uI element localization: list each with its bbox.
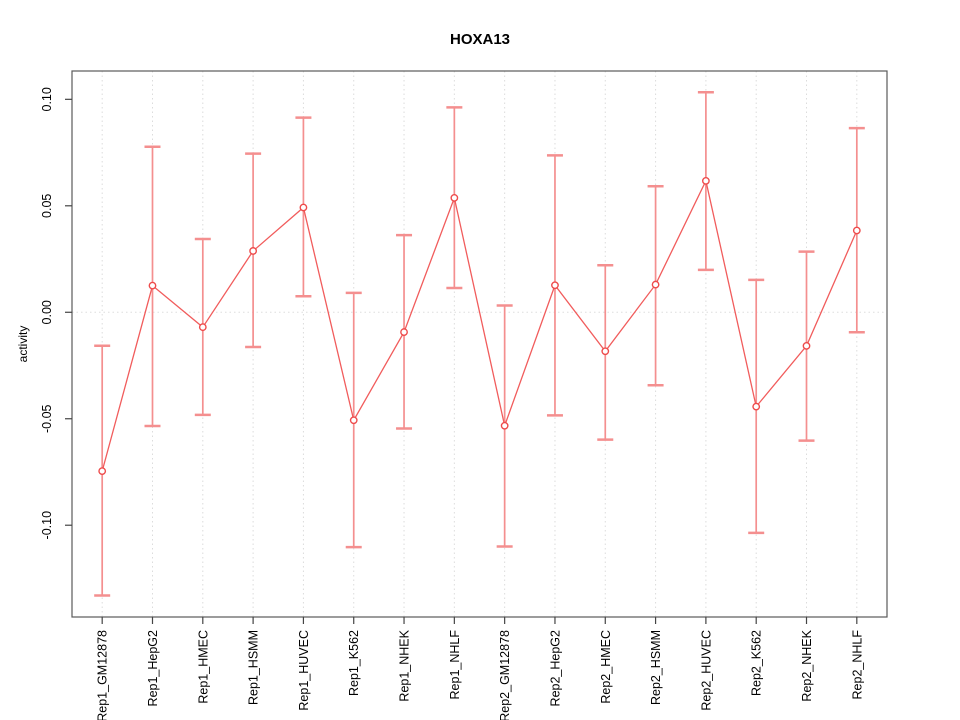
data-point — [299, 203, 308, 212]
x-tick-label: Rep1_GM12878 — [96, 630, 110, 720]
y-axis: 0.10 0.05 0.00 -0.05 -0.10 — [40, 87, 72, 539]
y-tick-label: -0.10 — [40, 511, 54, 540]
y-tick-label: 0.00 — [40, 300, 54, 324]
x-tick-label: Rep2_HMEC — [599, 630, 613, 704]
x-axis: Rep1_GM12878 Rep1_HepG2 Rep1_HMEC Rep1_HSMM… — [96, 617, 864, 720]
x-tick-label: Rep2_NHLF — [850, 630, 864, 700]
data-point — [249, 247, 258, 255]
x-tick-label: Rep1_NHEK — [398, 629, 412, 701]
data-point — [198, 323, 207, 332]
data-point — [752, 402, 761, 411]
x-tick-label: Rep2_K562 — [750, 630, 764, 696]
data-point — [500, 421, 509, 430]
x-tick-label: Rep2_NHEK — [800, 629, 814, 701]
data-point — [349, 416, 358, 425]
x-tick-label: Rep1_HMEC — [196, 630, 210, 704]
y-tick-label: -0.05 — [40, 404, 54, 433]
data-series — [94, 91, 865, 597]
x-tick-label: Rep2_HUVEC — [699, 630, 713, 711]
x-tick-label: Rep1_HepG2 — [146, 630, 160, 706]
data-point — [551, 281, 559, 290]
y-axis-title: activity — [16, 326, 30, 363]
x-tick-label: Rep1_HUVEC — [297, 630, 311, 711]
data-point — [701, 176, 710, 185]
data-point — [601, 347, 610, 356]
x-tick-label: Rep2_HepG2 — [548, 630, 562, 706]
x-tick-label: Rep2_HSMM — [649, 630, 663, 705]
y-tick-label: 0.05 — [40, 194, 54, 218]
x-tick-label: Rep1_HSMM — [247, 630, 261, 705]
gridlines-layer — [72, 71, 887, 617]
data-point — [148, 281, 157, 290]
data-point — [450, 194, 459, 202]
data-point — [400, 328, 408, 336]
data-point — [651, 280, 660, 289]
y-tick-label: 0.10 — [40, 87, 54, 111]
plot-frame-layer — [71, 70, 888, 618]
data-point — [852, 226, 861, 235]
plot-frame — [71, 70, 888, 618]
x-tick-label: Rep2_GM12878 — [498, 630, 512, 720]
data-point — [98, 467, 107, 476]
x-tick-label: Rep1_K562 — [347, 630, 361, 696]
series-line — [101, 178, 858, 472]
chart-title: HOXA13 — [450, 31, 510, 48]
data-point — [802, 342, 811, 350]
x-tick-label: Rep1_NHLF — [448, 630, 462, 700]
